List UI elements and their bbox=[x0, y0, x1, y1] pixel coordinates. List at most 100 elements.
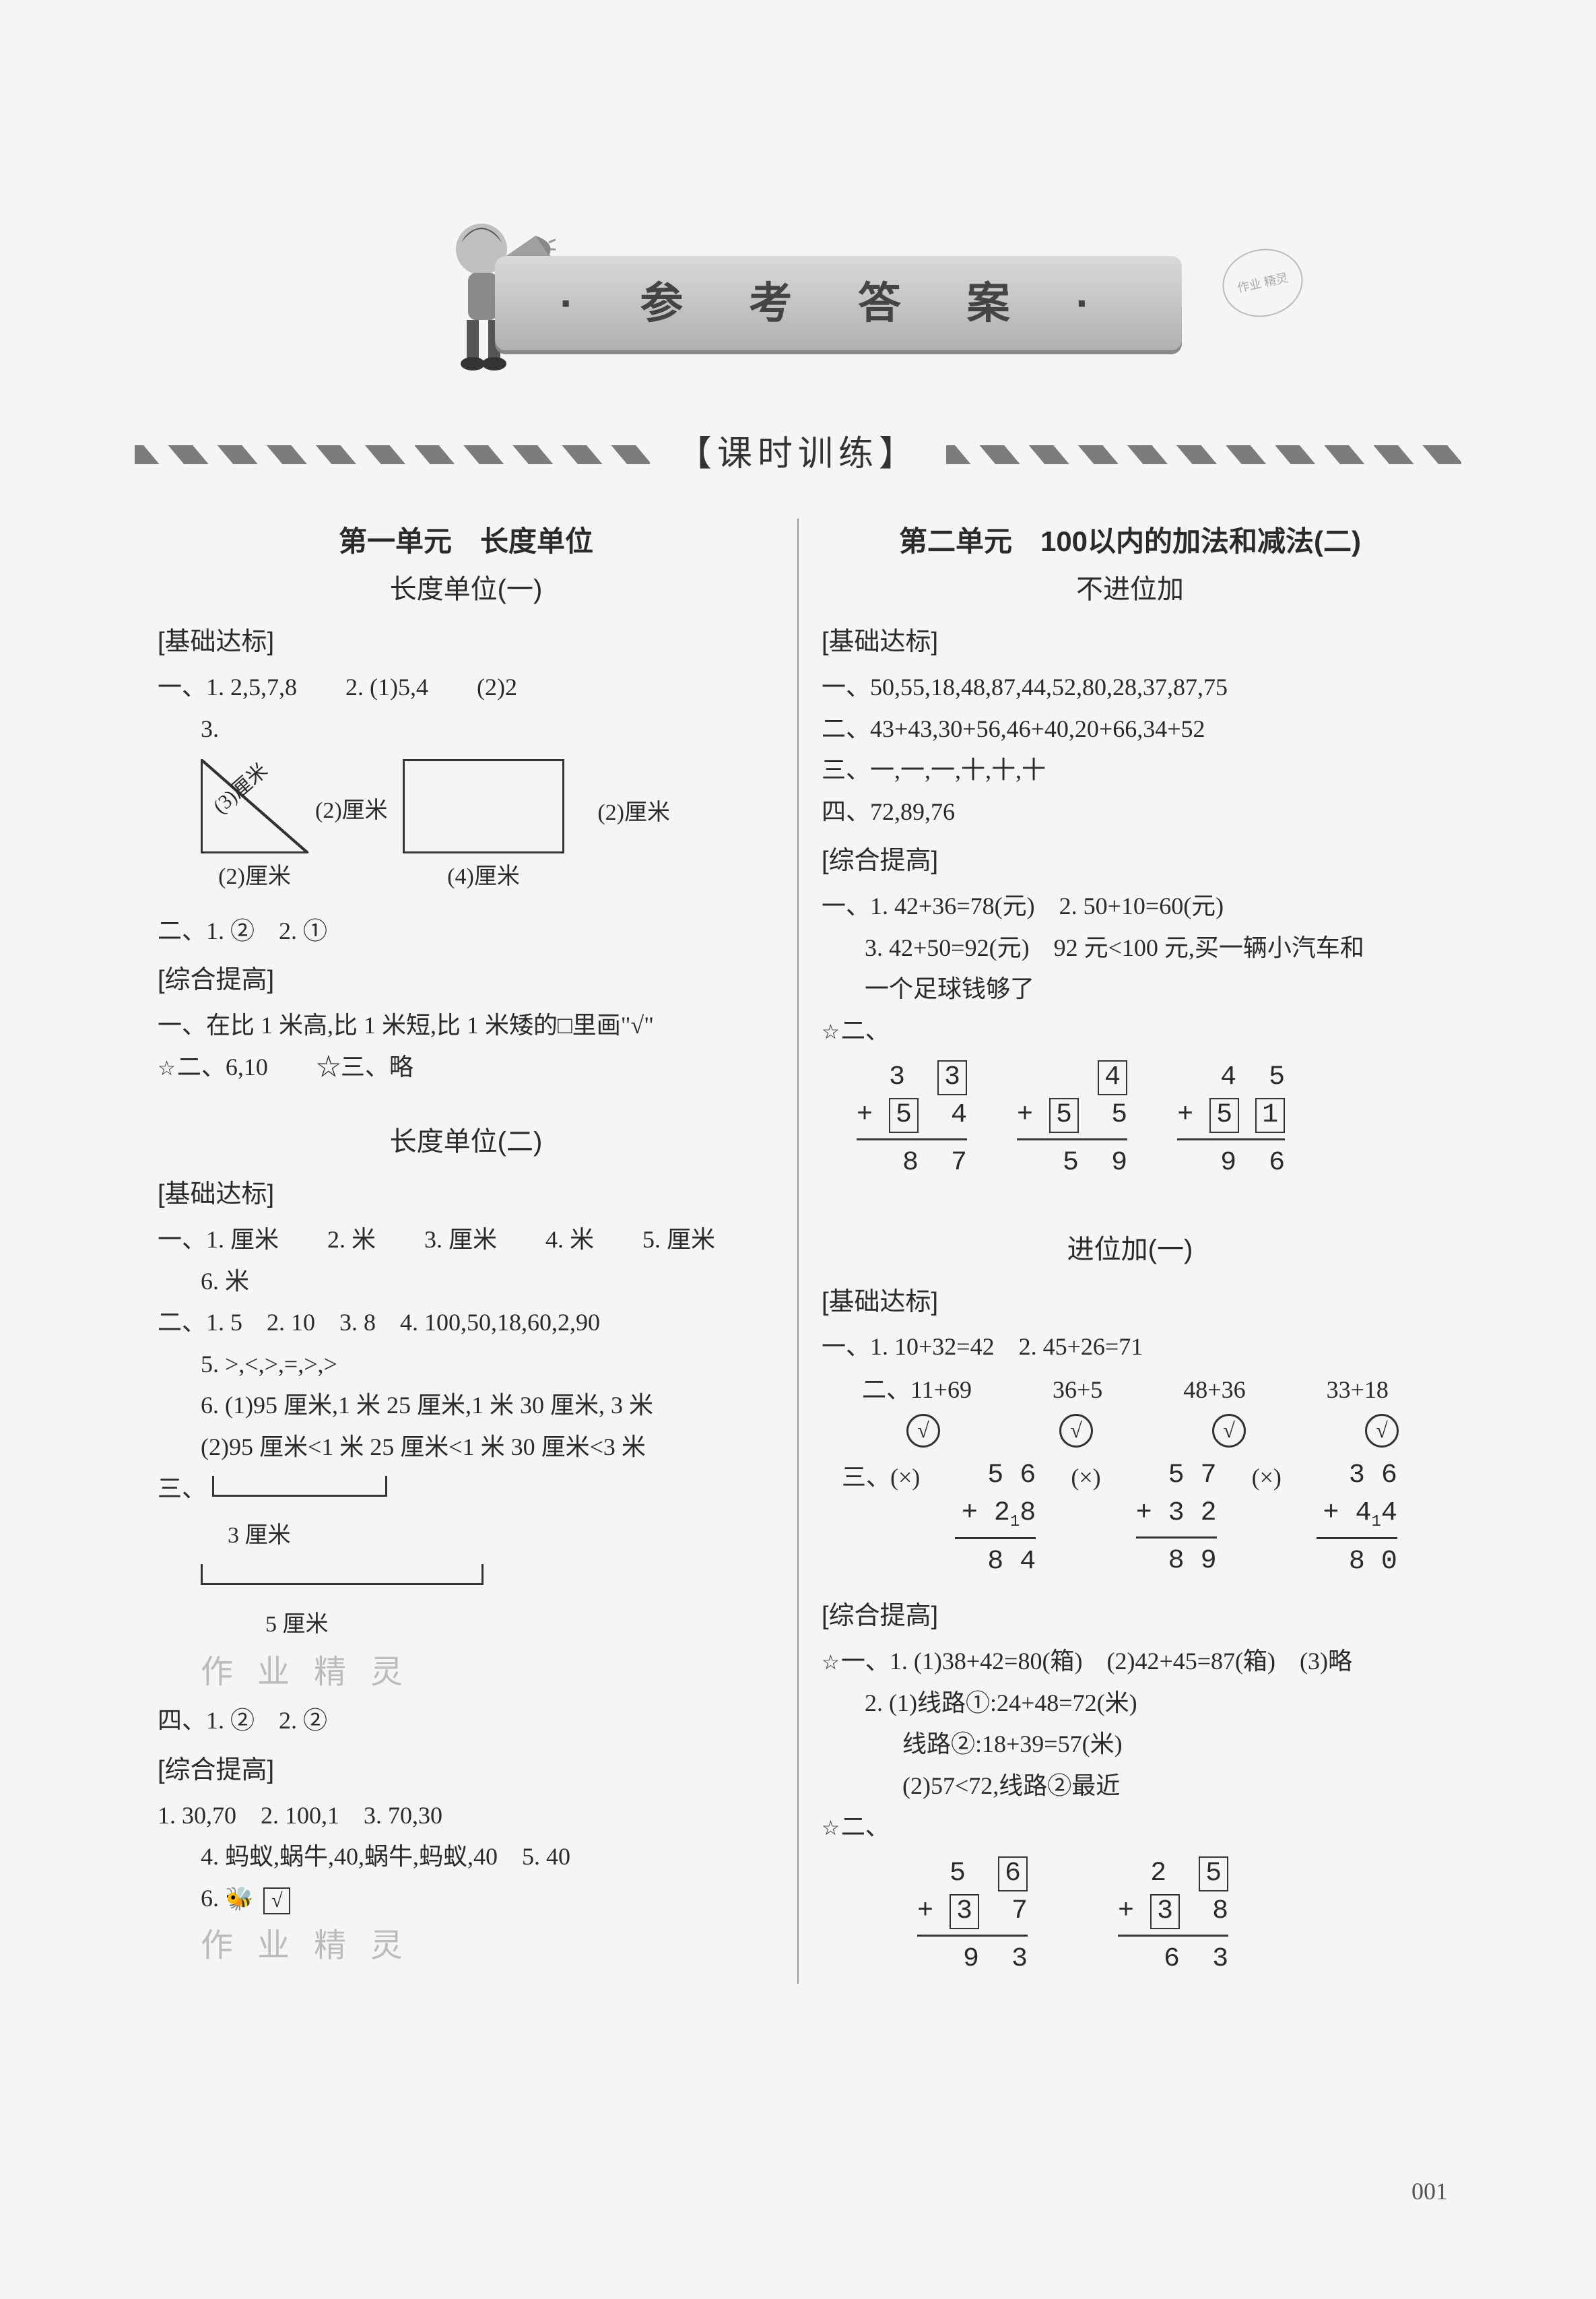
rectangle-diagram: (2)厘米 (4)厘米 bbox=[403, 759, 564, 895]
d: 5 bbox=[1063, 1148, 1079, 1178]
line: 一、1. 厘米 2. 米 3. 厘米 4. 米 5. 厘米 bbox=[158, 1221, 774, 1260]
shapes-row: (3)厘米 (2)厘米 (2)厘米 (2)厘米 (4)厘米 bbox=[201, 759, 774, 895]
page-number: 001 bbox=[1411, 2172, 1448, 2211]
line: 5. >,<,>,=,>,> bbox=[158, 1345, 774, 1384]
watermark: 作 业 精 灵 bbox=[158, 1647, 774, 1699]
d: 6 bbox=[998, 1856, 1028, 1891]
line: 线路②:18+39=57(米) bbox=[822, 1725, 1438, 1764]
line: 6. 🐝 √ bbox=[158, 1879, 774, 1918]
line: 三、一,一,一,十,十,十 bbox=[822, 751, 1438, 790]
line: 一、1. 2,5,7,8 2. (1)5,4 (2)2 bbox=[158, 668, 774, 707]
sec2-subtitle: 进位加(一) bbox=[822, 1228, 1438, 1271]
d: 7 bbox=[1011, 1896, 1028, 1926]
banner-title: · 参 考 答 案 · bbox=[495, 256, 1182, 350]
jichu-label: [基础达标] bbox=[822, 622, 1438, 663]
d: 6 bbox=[1269, 1148, 1285, 1178]
d: 9 bbox=[1111, 1148, 1127, 1178]
expr: 33+18 bbox=[1327, 1371, 1389, 1410]
sec1-subtitle: 长度单位(一) bbox=[158, 568, 774, 611]
expr: 二、11+69 bbox=[862, 1371, 972, 1410]
text: 二、 bbox=[841, 1813, 890, 1840]
d: 5 bbox=[889, 1098, 919, 1133]
section-title: 【课时训练】 bbox=[650, 426, 946, 482]
d: 3 bbox=[937, 1060, 967, 1095]
d: 3 bbox=[1150, 1894, 1180, 1929]
vcalc: 5 6 + 218 8 4 bbox=[955, 1457, 1036, 1582]
checkbox-icon: √ bbox=[263, 1887, 290, 1914]
content-columns: 第一单元 长度单位 长度单位(一) [基础达标] 一、1. 2,5,7,8 2.… bbox=[135, 519, 1461, 1984]
expr: 48+36 bbox=[1183, 1371, 1245, 1410]
line: 一、1. 42+36=78(元) 2. 50+10=60(元) bbox=[822, 887, 1438, 926]
line: 二、 bbox=[822, 1808, 1438, 1847]
expr: 36+5 bbox=[1053, 1371, 1102, 1410]
jichu-label: [基础达标] bbox=[158, 1174, 774, 1215]
line: 3. 42+50=92(元) 92 元<100 元,买一辆小汽车和 bbox=[822, 929, 1438, 968]
line: 四、72,89,76 bbox=[822, 793, 1438, 832]
bee-icon: 🐝 bbox=[225, 1881, 253, 1918]
vertical-calcs-3: 5 6 + 3 7 9 3 2 5 + 3 8 6 3 bbox=[902, 1850, 1438, 1984]
d: 9 bbox=[1220, 1148, 1236, 1178]
d: 8 bbox=[1212, 1896, 1228, 1926]
line: 一、50,55,18,48,87,44,52,80,28,37,87,75 bbox=[822, 668, 1438, 707]
line: 6. 米 bbox=[158, 1262, 774, 1301]
tri-hyp-label: (3)厘米 bbox=[206, 756, 275, 822]
d: 3 bbox=[889, 1062, 905, 1093]
text: 二、 bbox=[841, 1017, 890, 1044]
vcalc: 4 5 + 5 1 9 6 bbox=[1177, 1059, 1285, 1182]
d: 4 bbox=[1098, 1060, 1127, 1095]
ruler-1 bbox=[212, 1477, 387, 1497]
line: 四、1. ② 2. ② bbox=[158, 1702, 774, 1741]
d: 3 bbox=[1212, 1944, 1228, 1974]
rect-bottom-label: (4)厘米 bbox=[403, 859, 564, 895]
line: 一、在比 1 米高,比 1 米短,比 1 米矮的□里画"√" bbox=[158, 1006, 774, 1045]
sec1-subtitle: 不进位加 bbox=[822, 568, 1438, 611]
mark: (×) bbox=[1071, 1458, 1100, 1497]
triangle-diagram: (3)厘米 (2)厘米 (2)厘米 bbox=[201, 759, 308, 895]
line: 一个足球钱够了 bbox=[822, 970, 1438, 1009]
line: 二、1. 5 2. 10 3. 8 4. 100,50,18,60,2,90 bbox=[158, 1303, 774, 1342]
check-icon: √ bbox=[906, 1414, 940, 1448]
tri-bottom-label: (2)厘米 bbox=[201, 859, 308, 895]
left-column: 第一单元 长度单位 长度单位(一) [基础达标] 一、1. 2,5,7,8 2.… bbox=[135, 519, 799, 1984]
banner: · 参 考 答 案 · 作业 精灵 bbox=[374, 229, 1222, 391]
sec2-subtitle: 长度单位(二) bbox=[158, 1120, 774, 1163]
check-icon: √ bbox=[1059, 1414, 1093, 1448]
right-column: 第二单元 100以内的加法和减法(二) 不进位加 [基础达标] 一、50,55,… bbox=[799, 519, 1461, 1984]
d: 8 bbox=[902, 1148, 919, 1178]
line: 1. 30,70 2. 100,1 3. 70,30 bbox=[158, 1796, 774, 1836]
d: 3 bbox=[1011, 1944, 1028, 1974]
text: 一、1. (1)38+42=80(箱) (2)42+45=87(箱) (3)略 bbox=[841, 1648, 1352, 1675]
section-bar: 【课时训练】 bbox=[135, 431, 1461, 478]
stripe-left bbox=[135, 445, 650, 464]
d: 9 bbox=[963, 1944, 979, 1974]
jichu-label: [基础达标] bbox=[158, 622, 774, 663]
vcalc: 3 6 + 414 8 0 bbox=[1317, 1457, 1397, 1582]
zonghe-label: [综合提高] bbox=[158, 960, 774, 1001]
text: 二、6,10 ☆三、略 bbox=[177, 1054, 413, 1080]
zonghe-label: [综合提高] bbox=[822, 1596, 1438, 1637]
text: 三、 bbox=[158, 1475, 206, 1502]
line: 二、43+43,30+56,46+40,20+66,34+52 bbox=[822, 710, 1438, 749]
vertical-calcs-1: 3 3 + 5 4 8 7 4 + 5 5 5 9 4 5 + 5 1 9 6 bbox=[842, 1054, 1438, 1188]
vcalc: 2 5 + 3 8 6 3 bbox=[1118, 1855, 1228, 1978]
line: 2. (1)线路①:24+48=72(米) bbox=[822, 1684, 1438, 1723]
line: 三、 bbox=[158, 1470, 774, 1509]
zonghe-label: [综合提高] bbox=[822, 841, 1438, 882]
ruler-2 bbox=[201, 1565, 484, 1585]
line: 二、 bbox=[822, 1012, 1438, 1051]
vertical-calcs-2: 三、(×) 5 6 + 218 8 4 (×) 5 7 + 3 2 8 9 (×… bbox=[842, 1452, 1438, 1587]
stripe-right bbox=[946, 445, 1461, 464]
line: 4. 蚂蚁,蜗牛,40,蜗牛,蚂蚁,40 5. 40 bbox=[158, 1838, 774, 1877]
line: 一、1. (1)38+42=80(箱) (2)42+45=87(箱) (3)略 bbox=[822, 1642, 1438, 1681]
d: 1 bbox=[1255, 1098, 1285, 1133]
vcalc: 4 + 5 5 5 9 bbox=[1017, 1059, 1127, 1182]
unit1-title: 第一单元 长度单位 bbox=[158, 519, 774, 564]
line bbox=[158, 1558, 774, 1597]
ruler1-label: 3 厘米 bbox=[185, 1518, 774, 1554]
mark: (×) bbox=[1252, 1458, 1282, 1497]
line: 一、1. 10+32=42 2. 45+26=71 bbox=[822, 1328, 1438, 1367]
d: 2 bbox=[1150, 1858, 1166, 1889]
ruler2-label: 5 厘米 bbox=[185, 1607, 774, 1643]
text: 6. bbox=[201, 1885, 225, 1912]
tri-right-label: (2)厘米 bbox=[315, 793, 388, 829]
